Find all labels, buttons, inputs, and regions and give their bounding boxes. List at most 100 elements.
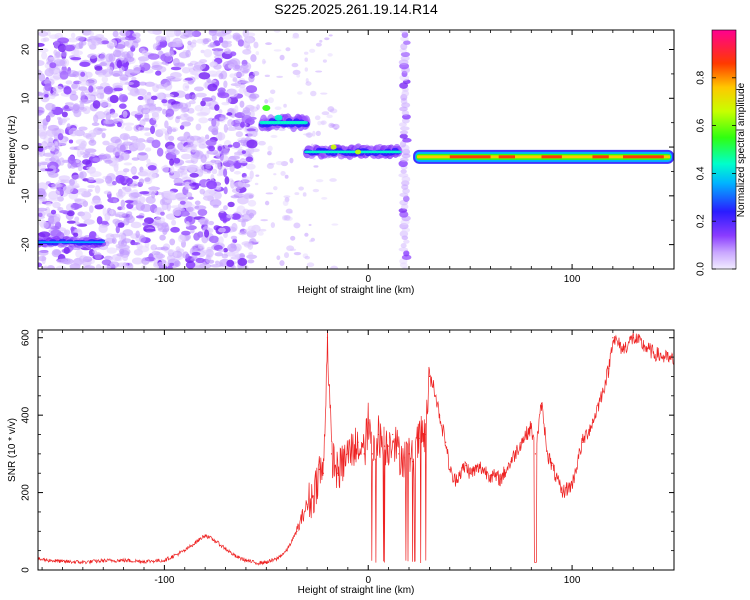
noise-speck	[163, 190, 176, 199]
noise-speck	[77, 188, 87, 193]
noise-speck	[168, 135, 175, 142]
noise-speck	[223, 123, 228, 133]
noise-speck	[133, 141, 140, 149]
noise-speck	[206, 180, 218, 190]
snr-data-point	[459, 472, 461, 474]
noise-speck	[105, 241, 110, 247]
noise-speck	[181, 146, 190, 150]
noise-speck	[327, 106, 335, 112]
noise-speck	[198, 117, 209, 124]
noise-speck	[197, 231, 204, 238]
snr-data-point	[265, 561, 267, 563]
noise-speck	[248, 116, 257, 121]
noise-speck	[144, 132, 152, 137]
noise-speck	[273, 49, 282, 52]
noise-speck	[276, 75, 284, 78]
noise-speck	[232, 78, 237, 83]
noise-speck	[324, 37, 330, 41]
noise-speck	[46, 128, 57, 138]
noise-speck	[103, 190, 112, 195]
noise-speck	[108, 39, 118, 47]
snr-data-point	[388, 445, 390, 447]
noise-speck	[223, 247, 228, 253]
noise-speck	[70, 56, 82, 61]
noise-speck	[118, 94, 129, 103]
noise-speck	[297, 91, 303, 95]
noise-speck	[169, 238, 176, 246]
noise-speck	[115, 170, 128, 177]
spectrogram-y-tick-label: 20	[21, 44, 32, 56]
noise-speck	[123, 168, 130, 173]
noise-speck	[307, 132, 312, 138]
spectrogram-x-tick-label: 0	[365, 274, 371, 285]
noise-speck	[149, 185, 158, 195]
noise-speck	[141, 257, 150, 265]
noise-speck	[329, 178, 337, 182]
noise-speck	[201, 249, 213, 254]
noise-speck	[247, 199, 257, 207]
snr-data-point	[534, 453, 536, 455]
noise-speck	[116, 121, 122, 128]
noise-speck	[123, 162, 133, 166]
noise-speck	[193, 86, 204, 92]
noise-speck	[48, 147, 55, 151]
noise-speck	[304, 67, 309, 72]
noise-speck	[184, 93, 191, 100]
noise-speck	[44, 94, 49, 98]
noise-speck	[112, 49, 122, 58]
noise-speck	[124, 125, 133, 132]
noise-speck	[279, 260, 285, 267]
noise-speck	[246, 128, 256, 132]
noise-speck	[101, 259, 112, 266]
noise-speck	[309, 48, 316, 53]
noise-speck	[83, 265, 96, 269]
snr-data-point	[306, 503, 308, 505]
noise-speck	[166, 78, 172, 86]
noise-speck	[210, 61, 218, 67]
noise-speck	[149, 109, 161, 114]
stripe-speck	[401, 254, 412, 260]
noise-speck	[139, 191, 150, 195]
noise-speck	[38, 250, 49, 256]
noise-speck	[209, 187, 215, 196]
stripe-speck	[398, 247, 409, 252]
noise-speck	[94, 204, 104, 210]
noise-speck	[123, 217, 130, 226]
noise-speck	[191, 251, 201, 256]
noise-speck	[38, 91, 41, 97]
noise-speck	[74, 198, 87, 205]
spectrogram-y-tick-label: -20	[21, 237, 32, 252]
snr-data-point	[632, 337, 634, 339]
noise-speck	[245, 163, 256, 170]
noise-speck	[84, 153, 95, 157]
noise-speck	[247, 259, 255, 264]
snr-data-point	[322, 472, 324, 474]
doppler-ridge-high	[274, 114, 283, 121]
snr-x-tick-label: 100	[564, 575, 581, 586]
noise-speck	[167, 102, 173, 111]
noise-speck	[226, 112, 233, 116]
noise-speck	[209, 42, 216, 48]
noise-speck	[234, 118, 243, 124]
noise-speck	[211, 48, 224, 52]
colorbar-tick-label: 0.0	[696, 262, 707, 276]
noise-speck	[174, 260, 181, 268]
noise-speck	[59, 210, 69, 214]
noise-speck	[115, 243, 125, 249]
noise-speck	[182, 251, 189, 259]
noise-speck	[240, 64, 249, 69]
noise-speck	[122, 122, 135, 126]
snr-data-point	[438, 414, 441, 416]
noise-speck	[194, 200, 201, 206]
noise-speck	[144, 147, 152, 152]
noise-speck	[57, 43, 67, 53]
noise-speck	[96, 92, 105, 99]
noise-speck	[208, 145, 215, 152]
noise-speck	[70, 226, 75, 232]
noise-speck	[207, 80, 212, 84]
noise-speck	[230, 195, 240, 199]
noise-speck	[99, 53, 106, 61]
noise-speck	[78, 143, 87, 149]
noise-speck	[178, 210, 190, 217]
